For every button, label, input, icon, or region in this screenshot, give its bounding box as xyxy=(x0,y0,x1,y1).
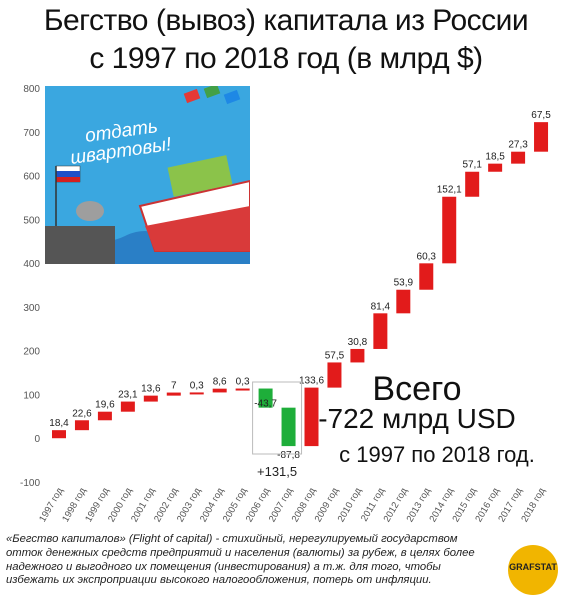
ship-illustration: отдать швартовы! xyxy=(45,86,250,264)
inflow-group-box xyxy=(252,381,303,455)
waterfall-bar xyxy=(74,420,89,431)
data-label: 22,6 xyxy=(72,408,92,419)
y-tick-label: 100 xyxy=(23,390,40,401)
total-value: -722 млрд USD xyxy=(318,403,516,434)
waterfall-bar xyxy=(442,196,457,264)
data-label: 0,3 xyxy=(236,377,250,388)
title-line-1: Бегство (вывоз) капитала из России xyxy=(43,4,529,37)
waterfall-bar xyxy=(97,411,112,421)
data-label: 27,3 xyxy=(508,140,528,151)
data-label: 53,9 xyxy=(394,278,414,289)
chart-title: Бегство (вывоз) капитала из России с 199… xyxy=(0,2,572,78)
waterfall-bar xyxy=(52,430,66,439)
y-tick-label: 800 xyxy=(23,84,40,95)
footnote: «Бегство капиталов» (Flight of capital) … xyxy=(6,533,475,587)
logo-text: GRAFSTAT xyxy=(509,562,557,572)
waterfall-bar xyxy=(350,348,365,363)
data-label: -43,7 xyxy=(254,399,277,410)
y-tick-label: 600 xyxy=(23,172,40,183)
waterfall-bar xyxy=(212,388,227,393)
data-label: 23,1 xyxy=(118,390,138,401)
waterfall-bar xyxy=(373,313,388,349)
data-label: 57,1 xyxy=(462,160,482,171)
data-label: 13,6 xyxy=(141,384,161,395)
data-label: 30,8 xyxy=(348,337,368,348)
waterfall-bar xyxy=(304,387,319,447)
waterfall-bar xyxy=(143,395,158,402)
y-tick-label: 300 xyxy=(23,303,40,314)
waterfall-bar xyxy=(258,388,273,408)
waterfall-bar xyxy=(465,171,480,197)
waterfall-bar xyxy=(235,388,250,391)
data-label: 0,3 xyxy=(190,380,204,391)
y-tick-label: 0 xyxy=(34,434,40,445)
waterfall-bar xyxy=(166,392,181,396)
waterfall-bar xyxy=(488,163,503,172)
grafstat-logo: GRAFSTAT xyxy=(508,545,558,595)
waterfall-bar xyxy=(419,263,434,290)
waterfall-bar xyxy=(534,122,549,152)
data-label: 18,5 xyxy=(485,152,505,163)
total-period: с 1997 по 2018 год. xyxy=(339,442,535,467)
waterfall-bar xyxy=(281,407,296,447)
data-label: 67,5 xyxy=(531,110,551,121)
waterfall-bar xyxy=(120,401,135,412)
y-tick-label: 200 xyxy=(23,347,40,358)
data-label: 57,5 xyxy=(325,350,345,361)
data-label: 133,6 xyxy=(299,376,324,387)
data-label: -87,8 xyxy=(277,450,300,461)
y-tick-label: -100 xyxy=(20,478,40,489)
data-label: 7 xyxy=(171,381,177,392)
data-label: 60,3 xyxy=(417,251,437,262)
y-tick-label: 400 xyxy=(23,259,40,270)
data-label: 8,6 xyxy=(213,377,227,388)
waterfall-bar xyxy=(189,392,204,395)
waterfall-bar xyxy=(396,289,411,314)
waterfall-bar xyxy=(511,151,526,164)
y-tick-label: 500 xyxy=(23,215,40,226)
title-line-2: с 1997 по 2018 год (в млрд $) xyxy=(89,42,483,75)
group-annotation: +131,5 xyxy=(257,464,297,479)
y-tick-label: 700 xyxy=(23,128,40,139)
data-label: 81,4 xyxy=(371,301,391,312)
waterfall-chart: -100 0 100 200 300 400 500 600 700 800 18,422,619,… xyxy=(20,84,551,524)
data-label: 152,1 xyxy=(437,185,462,196)
data-label: 18,4 xyxy=(49,418,69,429)
total-label: Всего xyxy=(372,370,462,408)
data-label: 19,6 xyxy=(95,400,115,411)
waterfall-bar xyxy=(327,362,342,388)
